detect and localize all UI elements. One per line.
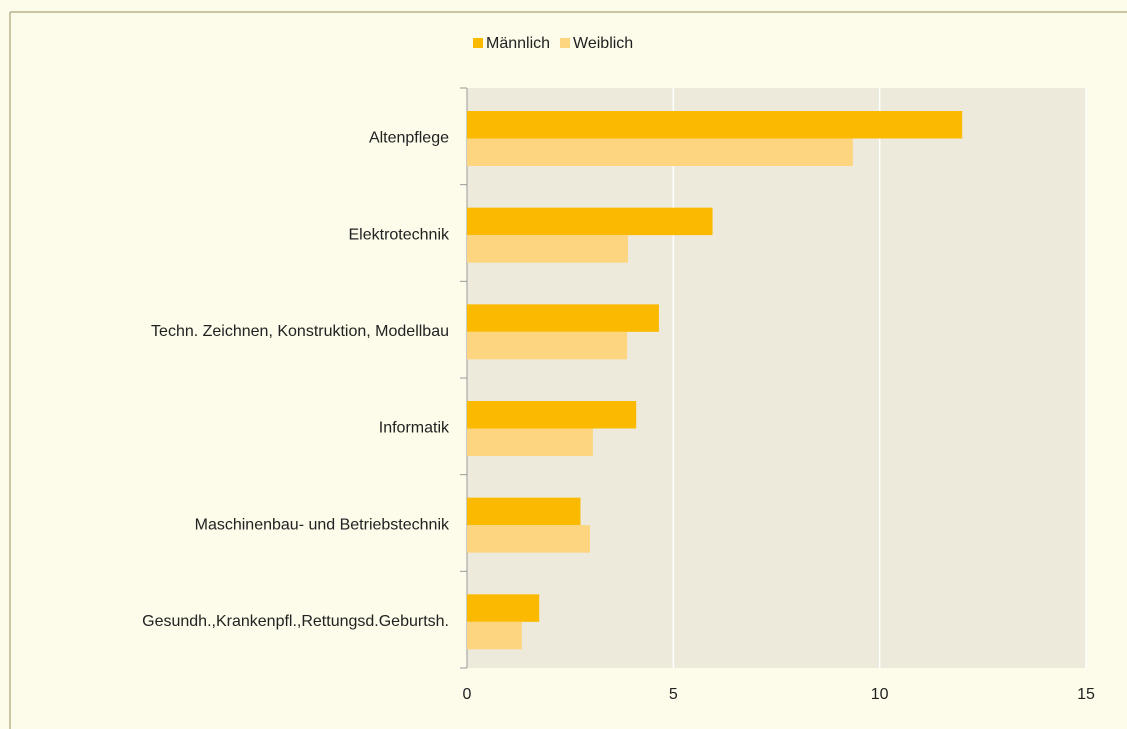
y-tick-label: Maschinenbau- und Betriebstechnik [195, 516, 450, 533]
bar [467, 401, 637, 429]
bar [467, 525, 590, 553]
bar [467, 207, 713, 236]
plot-area [467, 88, 1086, 668]
y-tick-label: Elektrotechnik [349, 226, 450, 243]
bar [467, 111, 963, 139]
bar [467, 235, 628, 263]
bar [467, 428, 593, 456]
y-tick-label: Altenpflege [369, 130, 449, 147]
y-tick-label: Informatik [379, 420, 450, 437]
bar [467, 331, 628, 360]
y-tick-label: Gesundh.,Krankenpfl.,Rettungsd.Geburtsh. [142, 613, 449, 630]
y-tick-label: Techn. Zeichnen, Konstruktion, Modellbau [151, 323, 449, 340]
legend-label: Weiblich [573, 35, 633, 52]
bar [467, 621, 522, 650]
legend-label: Männlich [486, 35, 550, 52]
bar [467, 138, 853, 166]
legend-swatch [560, 38, 571, 48]
bar [467, 497, 581, 526]
x-tick-label: 0 [463, 686, 472, 703]
legend-swatch [473, 38, 483, 48]
x-tick-label: 10 [871, 686, 889, 703]
x-tick-label: 5 [669, 686, 678, 703]
bar [467, 304, 659, 332]
x-tick-label: 15 [1077, 686, 1095, 703]
bar [467, 594, 540, 622]
